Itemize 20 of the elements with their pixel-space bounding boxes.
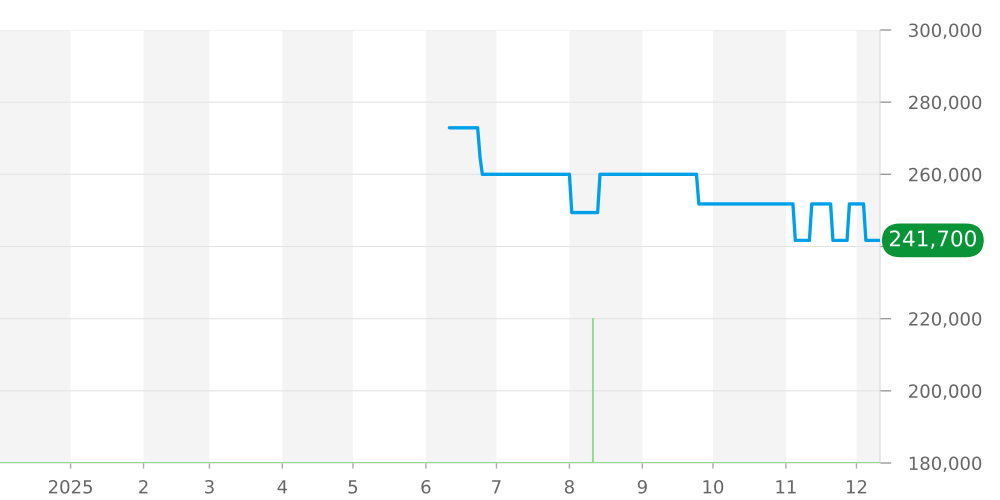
y-tick-label: 180,000: [910, 456, 982, 472]
x-tick-label: 9: [638, 480, 647, 494]
x-tick-label: 6: [421, 480, 430, 494]
x-tick-label: 8: [564, 480, 574, 494]
y-tick-label: 280,000: [909, 96, 982, 112]
x-tick-label: 2025: [48, 480, 92, 494]
y-tick-label: 260,000: [909, 168, 982, 184]
line-series: [448, 126, 880, 242]
x-tick-label: 5: [348, 480, 358, 494]
x-tick-label: 11: [776, 480, 796, 494]
x-tick-label: 10: [703, 480, 724, 494]
x-tick-label: 3: [205, 480, 214, 494]
annotation: 241,700: [890, 230, 976, 249]
x-tick-label: 7: [492, 480, 501, 494]
y-tick-label: 300,000: [909, 23, 982, 39]
x-tick-label: 12: [846, 480, 866, 494]
y-tick-label: 200,000: [909, 384, 982, 400]
y-tick-label: 220,000: [909, 312, 982, 328]
x-tick-label: 4: [277, 480, 288, 494]
x-tick-label: 2: [139, 480, 148, 494]
